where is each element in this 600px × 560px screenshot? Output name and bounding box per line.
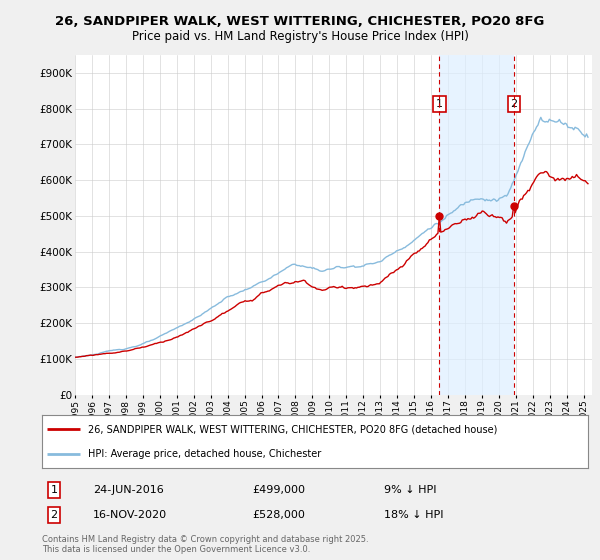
Text: £528,000: £528,000 — [252, 510, 305, 520]
Text: 26, SANDPIPER WALK, WEST WITTERING, CHICHESTER, PO20 8FG: 26, SANDPIPER WALK, WEST WITTERING, CHIC… — [55, 15, 545, 27]
Text: 2: 2 — [510, 99, 517, 109]
Text: 24-JUN-2016: 24-JUN-2016 — [93, 485, 164, 495]
Text: 1: 1 — [50, 485, 58, 495]
Text: 9% ↓ HPI: 9% ↓ HPI — [384, 485, 437, 495]
Bar — [439, 55, 514, 395]
Text: Price paid vs. HM Land Registry's House Price Index (HPI): Price paid vs. HM Land Registry's House … — [131, 30, 469, 43]
Text: 16-NOV-2020: 16-NOV-2020 — [93, 510, 167, 520]
Text: 18% ↓ HPI: 18% ↓ HPI — [384, 510, 443, 520]
Text: 2: 2 — [50, 510, 58, 520]
Text: £499,000: £499,000 — [252, 485, 305, 495]
Text: 1: 1 — [436, 99, 443, 109]
Text: HPI: Average price, detached house, Chichester: HPI: Average price, detached house, Chic… — [88, 449, 322, 459]
Text: 26, SANDPIPER WALK, WEST WITTERING, CHICHESTER, PO20 8FG (detached house): 26, SANDPIPER WALK, WEST WITTERING, CHIC… — [88, 424, 498, 435]
Text: Contains HM Land Registry data © Crown copyright and database right 2025.
This d: Contains HM Land Registry data © Crown c… — [42, 535, 368, 554]
